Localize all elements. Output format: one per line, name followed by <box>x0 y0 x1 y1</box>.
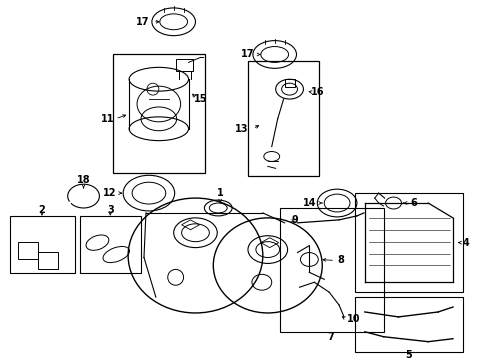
Text: 16: 16 <box>310 87 324 97</box>
Text: 8: 8 <box>337 256 344 265</box>
Bar <box>354 297 462 352</box>
Text: 18: 18 <box>77 175 90 185</box>
Bar <box>354 193 462 292</box>
Bar <box>80 216 141 273</box>
Text: 6: 6 <box>409 198 416 208</box>
Text: 10: 10 <box>346 314 360 324</box>
Bar <box>279 208 383 332</box>
Text: 7: 7 <box>327 332 334 342</box>
Text: 13: 13 <box>235 124 248 134</box>
Text: 12: 12 <box>102 188 116 198</box>
Text: 14: 14 <box>302 198 315 208</box>
Text: 3: 3 <box>107 205 113 215</box>
Bar <box>284 79 294 87</box>
Text: 17: 17 <box>241 49 254 59</box>
Bar <box>175 59 193 71</box>
Bar <box>10 216 75 273</box>
Bar <box>247 62 319 176</box>
Text: 5: 5 <box>404 350 411 360</box>
Text: 1: 1 <box>216 188 223 198</box>
Text: 15: 15 <box>193 94 207 104</box>
Text: 11: 11 <box>101 114 114 124</box>
Text: 4: 4 <box>462 238 468 248</box>
Text: 9: 9 <box>290 215 297 225</box>
Bar <box>113 54 205 173</box>
Text: 17: 17 <box>136 17 149 27</box>
Text: 2: 2 <box>39 205 45 215</box>
